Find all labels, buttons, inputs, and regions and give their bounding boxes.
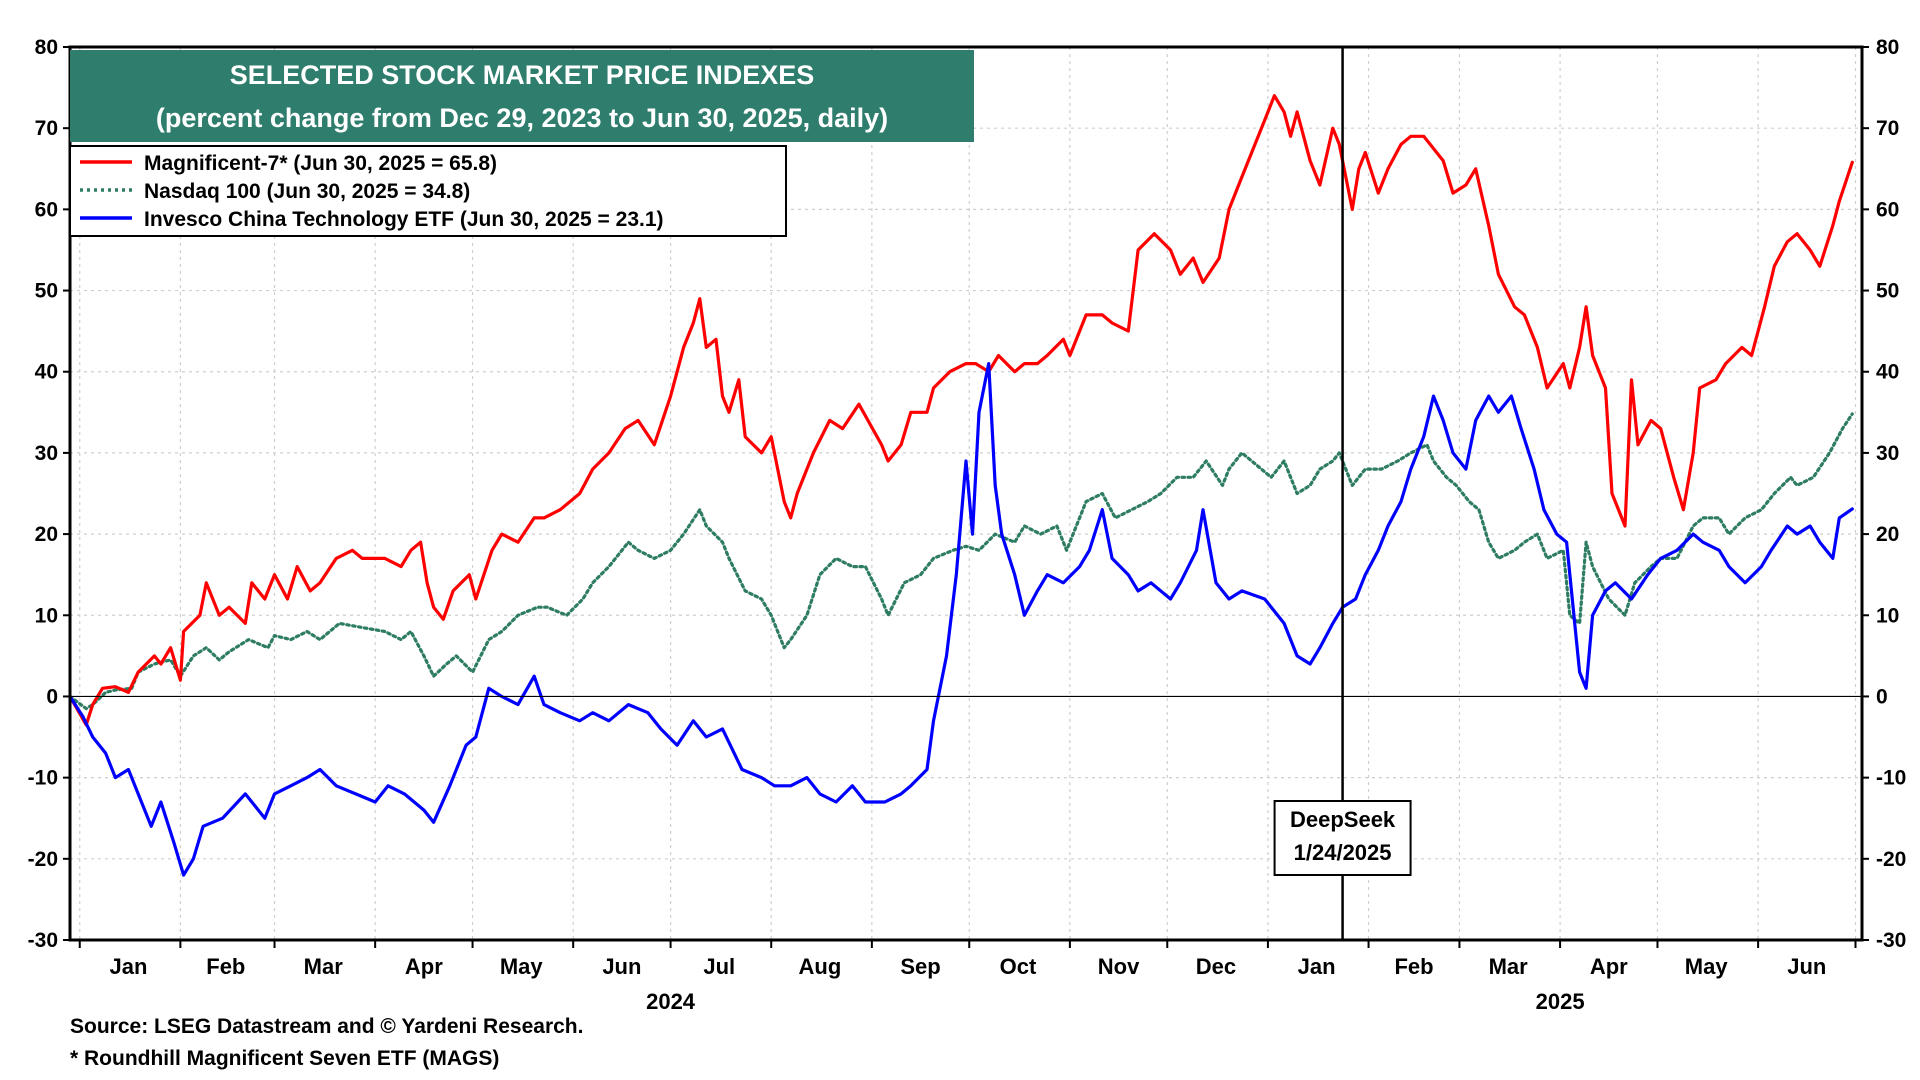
legend-label-magnificent-7: Magnificent-7* (Jun 30, 2025 = 65.8): [144, 152, 497, 175]
y-tick-label-right: 70: [1876, 117, 1899, 140]
y-tick-label-right: 60: [1876, 198, 1899, 221]
y-tick-label-left: 50: [35, 280, 58, 303]
footnote-asterisk: * Roundhill Magnificent Seven ETF (MAGS): [70, 1047, 499, 1070]
x-year-label: 2024: [646, 989, 696, 1014]
chart-title-box: SELECTED STOCK MARKET PRICE INDEXES (per…: [70, 50, 974, 142]
legend-label-china-tech-etf: Invesco China Technology ETF (Jun 30, 20…: [144, 208, 664, 231]
title-background: [70, 50, 974, 142]
series-layer: [68, 94, 1854, 877]
x-tick-label-month: May: [500, 954, 544, 979]
y-tick-label-right: 40: [1876, 361, 1899, 384]
y-tick-label-left: 60: [35, 198, 58, 221]
legend-label-nasdaq-100: Nasdaq 100 (Jun 30, 2025 = 34.8): [144, 180, 470, 203]
deepseek-annotation-box: [1273, 800, 1412, 876]
footnote-source: Source: LSEG Datastream and © Yardeni Re…: [70, 1015, 583, 1038]
y-tick-label-left: 0: [46, 685, 58, 708]
y-tick-label-left: 70: [35, 117, 58, 140]
x-tick-label-month: Feb: [1394, 954, 1433, 979]
plot-frame: [68, 45, 1864, 942]
y-tick-label-right: 50: [1876, 280, 1899, 303]
x-tick-label-month: Feb: [206, 954, 245, 979]
deepseek-annotation-label: DeepSeek: [1290, 807, 1396, 832]
x-tick-label-month: Nov: [1098, 954, 1140, 979]
x-tick-label-month: Jun: [1787, 954, 1826, 979]
x-tick-label-month: May: [1685, 954, 1729, 979]
x-tick-label-month: Mar: [304, 954, 344, 979]
y-tick-label-right: 20: [1876, 523, 1899, 546]
y-tick-label-left: 10: [35, 604, 58, 627]
y-tick-label-left: -30: [28, 929, 58, 952]
series-line-nasdaq-100: [68, 412, 1854, 711]
y-tick-label-left: 80: [35, 36, 58, 59]
y-tick-label-right: 10: [1876, 604, 1899, 627]
x-tick-label-month: Apr: [1590, 954, 1628, 979]
x-year-label: 2025: [1536, 989, 1585, 1014]
deepseek-annotation: DeepSeek 1/24/2025: [1273, 800, 1412, 876]
y-tick-label-right: -10: [1876, 767, 1906, 790]
series-line-magnificent-7: [68, 94, 1854, 727]
legend-box: [69, 145, 787, 237]
x-tick-label-month: Sep: [900, 954, 940, 979]
y-tick-label-left: 40: [35, 361, 58, 384]
x-tick-label-month: Dec: [1196, 954, 1236, 979]
series-line-china-tech-etf: [68, 362, 1854, 877]
legend: Magnificent-7* (Jun 30, 2025 = 65.8) Nas…: [69, 145, 787, 237]
x-tick-label-month: Jan: [1298, 954, 1336, 979]
y-tick-label-right: 0: [1876, 685, 1888, 708]
y-tick-label-left: -20: [28, 848, 58, 871]
axis-layer: -30 -30 -20 -20 -10 -10 0 0 10 10 20 20 30 30 40 40 50 50…: [28, 36, 1907, 1014]
y-tick-label-left: -10: [28, 767, 58, 790]
y-tick-label-right: -20: [1876, 848, 1906, 871]
x-tick-label-month: Mar: [1489, 954, 1529, 979]
x-tick-label-month: Aug: [799, 954, 842, 979]
y-tick-label-right: 80: [1876, 36, 1899, 59]
y-tick-label-right: 30: [1876, 442, 1899, 465]
x-tick-label-month: Oct: [1000, 954, 1037, 979]
x-tick-label-month: Apr: [405, 954, 443, 979]
y-tick-label-right: -30: [1876, 929, 1906, 952]
x-tick-label-month: Jan: [109, 954, 147, 979]
y-tick-label-left: 20: [35, 523, 58, 546]
x-tick-label-month: Jul: [703, 954, 735, 979]
chart-title: SELECTED STOCK MARKET PRICE INDEXES: [230, 60, 815, 90]
x-tick-label-month: Jun: [602, 954, 641, 979]
deepseek-annotation-date: 1/24/2025: [1294, 840, 1392, 865]
chart-subtitle: (percent change from Dec 29, 2023 to Jun…: [156, 103, 888, 133]
y-tick-label-left: 30: [35, 442, 58, 465]
